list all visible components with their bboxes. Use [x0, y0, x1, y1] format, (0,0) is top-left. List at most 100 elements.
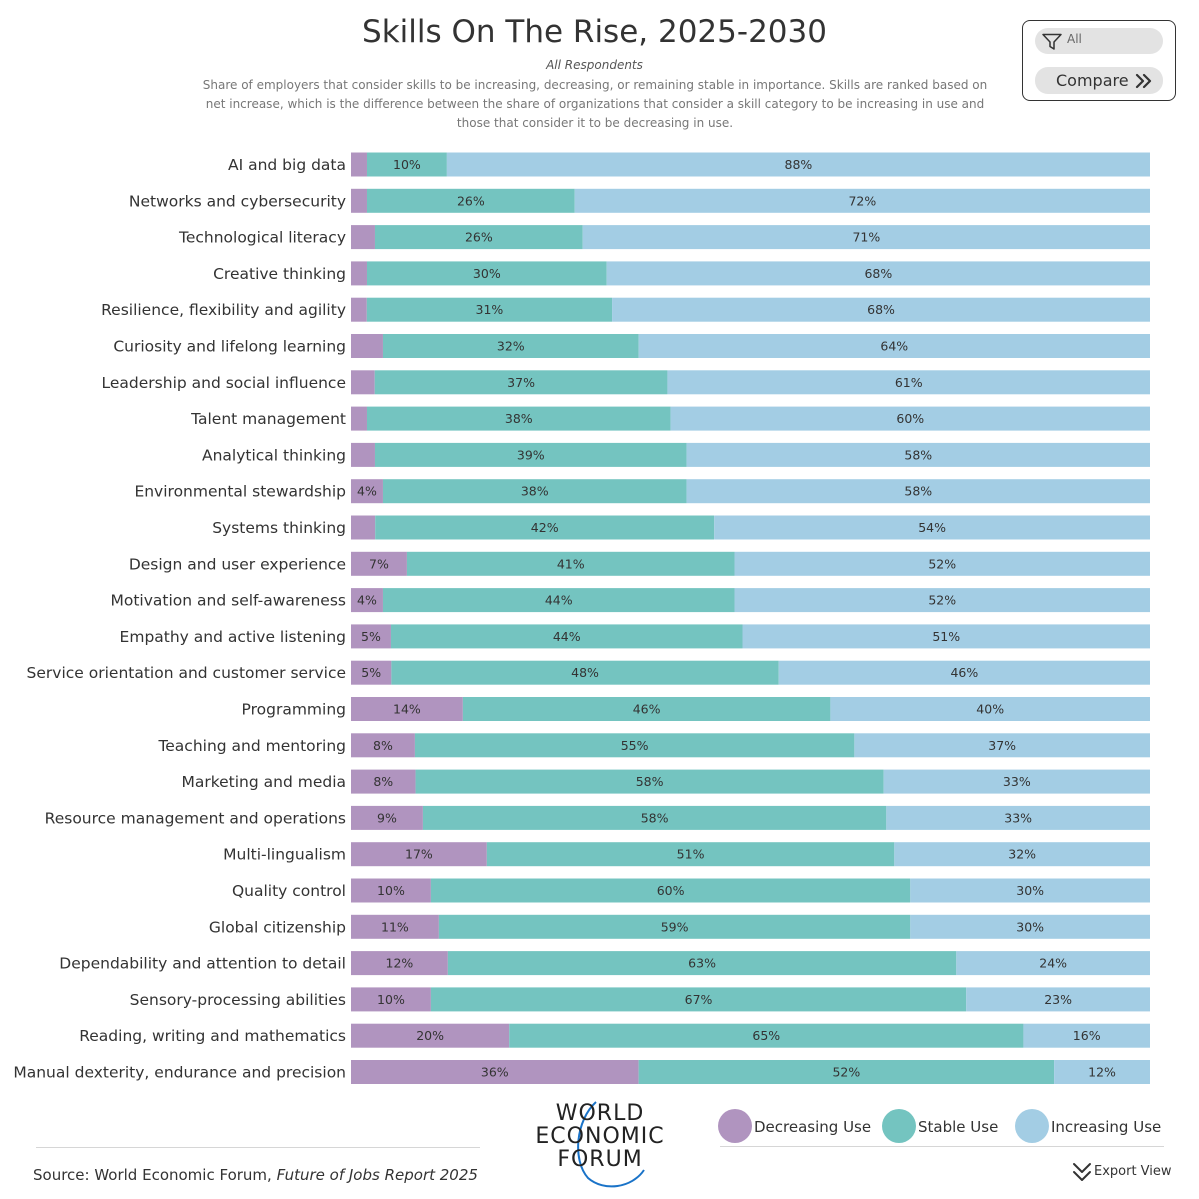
bar-segment-stable-use[interactable]	[374, 442, 687, 467]
bar-segment-decreasing-use[interactable]	[351, 1060, 639, 1084]
bar-segment-increasing-use[interactable]	[854, 733, 1150, 758]
bar-segment-increasing-use[interactable]	[886, 805, 1150, 830]
bar-segment-stable-use[interactable]	[374, 370, 668, 395]
bar-segment-stable-use[interactable]	[382, 588, 735, 613]
bar-segment-stable-use[interactable]	[415, 769, 884, 794]
bar-segment-increasing-use[interactable]	[830, 697, 1150, 721]
bar-segment-decreasing-use[interactable]	[351, 334, 383, 358]
bar-segment-increasing-use[interactable]	[638, 334, 1150, 358]
data-label: 58%	[904, 484, 932, 499]
bar-segment-decreasing-use[interactable]	[351, 261, 367, 286]
bar-segment-increasing-use[interactable]	[734, 588, 1150, 613]
export-view-label: Export View	[1094, 1164, 1172, 1179]
category-label: Marketing and media	[181, 773, 346, 791]
bar-segment-decreasing-use[interactable]	[351, 1023, 510, 1048]
bar-segment-increasing-use[interactable]	[742, 624, 1150, 649]
bar-segment-stable-use[interactable]	[406, 551, 735, 576]
bar-segment-stable-use[interactable]	[391, 660, 779, 685]
bar-segment-stable-use[interactable]	[366, 188, 575, 213]
bar-segment-stable-use[interactable]	[430, 878, 911, 903]
bar-segment-increasing-use[interactable]	[966, 987, 1150, 1012]
page-subtitle: All Respondents	[546, 58, 643, 72]
category-label: Resilience, flexibility and agility	[101, 301, 346, 319]
bar-segment-increasing-use[interactable]	[606, 261, 1150, 286]
bar-segment-decreasing-use[interactable]	[351, 805, 423, 830]
bar-segment-increasing-use[interactable]	[582, 225, 1150, 250]
bar-segment-stable-use[interactable]	[366, 406, 671, 431]
data-label: 26%	[465, 230, 493, 245]
bar-segment-decreasing-use[interactable]	[351, 479, 383, 504]
data-label: 36%	[481, 1065, 509, 1080]
bar-segment-stable-use[interactable]	[366, 297, 613, 322]
bar-segment-increasing-use[interactable]	[670, 406, 1150, 431]
bar-segment-increasing-use[interactable]	[910, 914, 1150, 939]
data-label: 41%	[557, 556, 585, 571]
bar-segment-increasing-use[interactable]	[883, 769, 1150, 794]
bar-segment-decreasing-use[interactable]	[351, 914, 439, 939]
bar-segment-stable-use[interactable]	[430, 987, 967, 1012]
bar-segment-increasing-use[interactable]	[686, 442, 1150, 467]
bar-segment-increasing-use[interactable]	[734, 551, 1150, 576]
bar-segment-stable-use[interactable]	[638, 1060, 1055, 1084]
bar-segment-stable-use[interactable]	[509, 1023, 1024, 1048]
data-label: 51%	[932, 629, 960, 644]
category-label: Global citizenship	[209, 918, 346, 936]
bar-segment-increasing-use[interactable]	[956, 951, 1150, 976]
data-label: 55%	[621, 738, 649, 753]
bar-segment-decreasing-use[interactable]	[351, 987, 431, 1012]
bar-segment-stable-use[interactable]	[462, 697, 831, 721]
bar-segment-decreasing-use[interactable]	[351, 697, 463, 721]
bar-segment-decreasing-use[interactable]	[351, 442, 375, 467]
bar-segment-stable-use[interactable]	[422, 805, 887, 830]
bar-segment-stable-use[interactable]	[414, 733, 855, 758]
bar-segment-increasing-use[interactable]	[667, 370, 1150, 395]
bar-segment-decreasing-use[interactable]	[351, 660, 392, 685]
bar-segment-increasing-use[interactable]	[778, 660, 1150, 685]
filter-value: All	[1067, 32, 1082, 46]
bar-segment-stable-use[interactable]	[366, 261, 607, 286]
bar-segment-decreasing-use[interactable]	[351, 769, 416, 794]
bar-segment-decreasing-use[interactable]	[351, 152, 367, 177]
bar-segment-stable-use[interactable]	[375, 515, 715, 540]
bar-segment-decreasing-use[interactable]	[351, 951, 448, 976]
bar-segment-increasing-use[interactable]	[1054, 1060, 1150, 1084]
bar-segment-stable-use[interactable]	[447, 951, 957, 976]
bar-segment-increasing-use[interactable]	[910, 878, 1150, 903]
bar-segment-decreasing-use[interactable]	[351, 515, 376, 540]
data-label: 10%	[377, 992, 405, 1007]
respondent-filter[interactable]: All	[1035, 28, 1163, 54]
compare-button[interactable]: Compare	[1035, 67, 1163, 94]
data-label: 64%	[880, 339, 908, 354]
bar-segment-increasing-use[interactable]	[446, 152, 1150, 177]
bar-segment-decreasing-use[interactable]	[351, 588, 383, 613]
data-label: 71%	[852, 230, 880, 245]
data-label: 16%	[1073, 1028, 1101, 1043]
bar-segment-decreasing-use[interactable]	[351, 188, 367, 213]
bar-segment-stable-use[interactable]	[382, 334, 639, 358]
data-label: 32%	[1008, 847, 1036, 862]
bar-segment-decreasing-use[interactable]	[351, 624, 391, 649]
bar-segment-increasing-use[interactable]	[612, 297, 1150, 322]
bar-segment-stable-use[interactable]	[390, 624, 743, 649]
bar-segment-stable-use[interactable]	[438, 914, 911, 939]
bar-segment-decreasing-use[interactable]	[351, 551, 407, 576]
bar-segment-stable-use[interactable]	[366, 152, 447, 177]
category-label: Curiosity and lifelong learning	[113, 338, 346, 356]
bar-segment-decreasing-use[interactable]	[351, 225, 375, 250]
category-label: Quality control	[232, 882, 346, 900]
bar-segment-increasing-use[interactable]	[1023, 1023, 1150, 1048]
bar-segment-decreasing-use[interactable]	[351, 370, 375, 395]
bar-segment-decreasing-use[interactable]	[351, 878, 431, 903]
bar-segment-increasing-use[interactable]	[894, 842, 1150, 867]
bar-segment-stable-use[interactable]	[374, 225, 583, 250]
data-label: 17%	[405, 847, 433, 862]
bar-segment-decreasing-use[interactable]	[351, 842, 487, 867]
bar-segment-decreasing-use[interactable]	[351, 297, 367, 322]
bar-segment-stable-use[interactable]	[486, 842, 895, 867]
bar-segment-stable-use[interactable]	[382, 479, 687, 504]
bar-segment-decreasing-use[interactable]	[351, 733, 415, 758]
bar-segment-increasing-use[interactable]	[574, 188, 1150, 213]
bar-segment-increasing-use[interactable]	[714, 515, 1150, 540]
bar-segment-decreasing-use[interactable]	[351, 406, 367, 431]
bar-segment-increasing-use[interactable]	[686, 479, 1150, 504]
